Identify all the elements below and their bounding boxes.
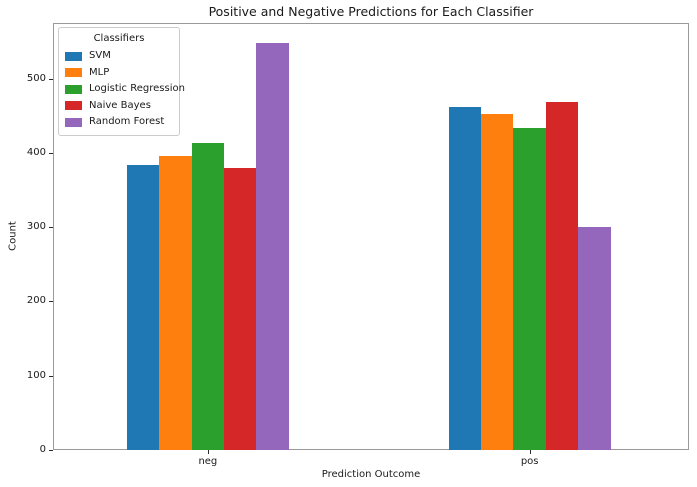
legend-item-label: Random Forest xyxy=(89,116,165,127)
legend-item-label: MLP xyxy=(89,66,110,78)
legend-item-random-forest: Random Forest xyxy=(65,115,173,130)
legend-item-label: Logistic Regression xyxy=(89,83,185,94)
y-tick-mark xyxy=(49,227,53,229)
x-tick-label-pos: pos xyxy=(520,456,539,467)
legend-items: SVM MLP Logistic Regression Naive Bayes Rand… xyxy=(65,47,185,130)
bar-random-forest-neg xyxy=(256,43,289,450)
legend-swatch xyxy=(65,84,82,94)
bar-svm-neg xyxy=(126,164,160,450)
chart-title: Positive and Negative Predictions for Ea… xyxy=(208,4,534,19)
bar-logistic-regression-pos xyxy=(513,127,546,450)
x-tick-label-neg: neg xyxy=(198,456,218,467)
y-tick-label: 100 xyxy=(26,369,46,381)
y-tick-label: 300 xyxy=(26,221,46,233)
y-tick-label: 0 xyxy=(39,444,46,455)
legend-swatch xyxy=(65,68,82,77)
bar-logistic-regression-neg xyxy=(191,142,225,450)
bar-naive-bayes-pos xyxy=(545,102,579,450)
x-tick-mark xyxy=(207,450,209,454)
legend-swatch xyxy=(65,117,82,127)
legend-item-label: SVM xyxy=(89,50,111,61)
y-tick-mark xyxy=(49,301,53,303)
y-tick-mark xyxy=(49,450,53,451)
bar-svm-pos xyxy=(448,106,482,450)
legend-item-naive-bayes: Naive Bayes xyxy=(65,98,173,113)
legend-title: Classifiers xyxy=(93,33,145,44)
bar-mlp-neg xyxy=(159,155,192,450)
x-tick-mark xyxy=(529,450,531,454)
legend-item-logistic-regression: Logistic Regression xyxy=(65,82,185,97)
y-tick-label: 200 xyxy=(26,295,46,307)
y-tick-mark xyxy=(49,78,53,80)
y-tick-label: 400 xyxy=(26,146,46,158)
y-tick-label: 500 xyxy=(26,72,46,84)
legend-swatch xyxy=(65,101,82,110)
y-tick-mark xyxy=(49,375,53,377)
bar-random-forest-pos xyxy=(578,227,611,450)
y-axis-label: Count xyxy=(7,221,19,251)
legend-item-mlp: MLP xyxy=(65,65,173,80)
x-axis-label: Prediction Outcome xyxy=(321,469,421,480)
legend-item-svm: SVM xyxy=(65,49,173,64)
legend: Classifiers SVM MLP Logistic Regression Nai… xyxy=(58,27,185,136)
legend-swatch xyxy=(65,51,82,61)
legend-item-label: Naive Bayes xyxy=(89,99,151,111)
bar-mlp-pos xyxy=(481,114,514,450)
bar-naive-bayes-neg xyxy=(224,167,257,450)
y-tick-mark xyxy=(49,152,53,154)
